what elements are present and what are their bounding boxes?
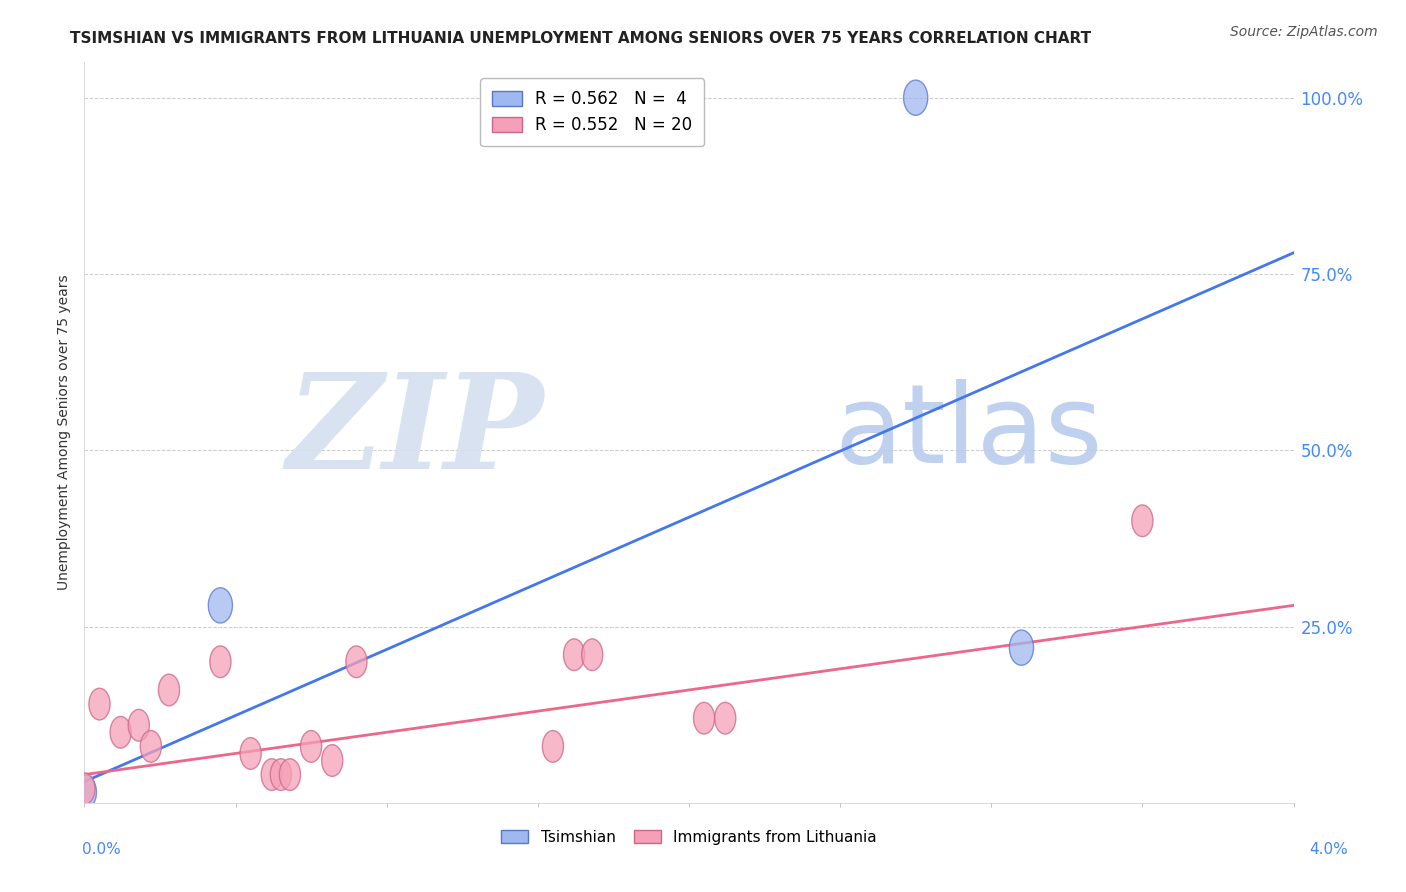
Ellipse shape [564, 639, 585, 671]
Ellipse shape [543, 731, 564, 763]
Ellipse shape [346, 646, 367, 678]
Ellipse shape [1132, 505, 1153, 537]
Ellipse shape [73, 772, 96, 805]
Text: Source: ZipAtlas.com: Source: ZipAtlas.com [1230, 25, 1378, 39]
Text: 0.0%: 0.0% [82, 842, 121, 856]
Ellipse shape [262, 759, 283, 790]
Ellipse shape [128, 709, 149, 741]
Ellipse shape [714, 702, 735, 734]
Ellipse shape [301, 731, 322, 763]
Text: ZIP: ZIP [287, 368, 544, 497]
Ellipse shape [208, 588, 232, 623]
Ellipse shape [110, 716, 131, 748]
Ellipse shape [89, 689, 110, 720]
Ellipse shape [240, 738, 262, 769]
Text: 4.0%: 4.0% [1309, 842, 1348, 856]
Ellipse shape [72, 774, 97, 810]
Ellipse shape [141, 731, 162, 763]
Y-axis label: Unemployment Among Seniors over 75 years: Unemployment Among Seniors over 75 years [58, 275, 72, 591]
Ellipse shape [159, 674, 180, 706]
Ellipse shape [1010, 630, 1033, 665]
Ellipse shape [322, 745, 343, 776]
Ellipse shape [904, 80, 928, 115]
Text: atlas: atlas [834, 379, 1102, 486]
Ellipse shape [209, 646, 231, 678]
Ellipse shape [582, 639, 603, 671]
Ellipse shape [280, 759, 301, 790]
Text: TSIMSHIAN VS IMMIGRANTS FROM LITHUANIA UNEMPLOYMENT AMONG SENIORS OVER 75 YEARS : TSIMSHIAN VS IMMIGRANTS FROM LITHUANIA U… [70, 31, 1091, 46]
Ellipse shape [693, 702, 714, 734]
Legend: Tsimshian, Immigrants from Lithuania: Tsimshian, Immigrants from Lithuania [495, 823, 883, 851]
Ellipse shape [270, 759, 291, 790]
